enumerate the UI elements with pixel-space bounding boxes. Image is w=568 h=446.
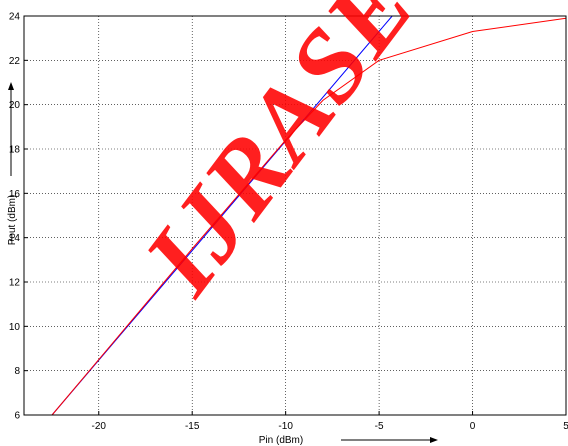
y-tick-label: 16 (9, 189, 21, 200)
x-tick-label: 0 (470, 421, 476, 432)
y-axis-arrowhead (8, 82, 14, 90)
y-tick-label: 10 (9, 322, 21, 333)
y-tick-label: 14 (9, 233, 21, 244)
x-tick-label: 5 (563, 421, 568, 432)
x-axis-arrowhead (430, 437, 438, 443)
y-tick-label: 8 (14, 366, 20, 377)
series-line-1 (51, 17, 567, 416)
x-tick-label: -10 (278, 421, 293, 432)
ticks: -20 -15 -10 -5 0 5 6 8 10 12 14 16 18 20 22 24 (9, 12, 568, 433)
y-tick-label: 22 (9, 56, 21, 67)
y-tick-label: 20 (9, 100, 21, 111)
plot-frame (23, 15, 567, 416)
y-tick-label: 18 (9, 145, 21, 156)
y-tick-label: 12 (9, 278, 21, 289)
y-tick-label: 24 (9, 12, 21, 23)
x-tick-label: -15 (185, 421, 200, 432)
series-layer (51, 15, 567, 416)
x-tick-label: -20 (92, 421, 107, 432)
y-axis-label: Pout (dBm) (7, 195, 18, 246)
x-tick-label: -5 (375, 421, 384, 432)
grid (24, 16, 566, 415)
x-axis-label: Pin (dBm) (259, 435, 303, 446)
plot-area (24, 16, 566, 415)
y-tick-label: 6 (14, 411, 20, 422)
